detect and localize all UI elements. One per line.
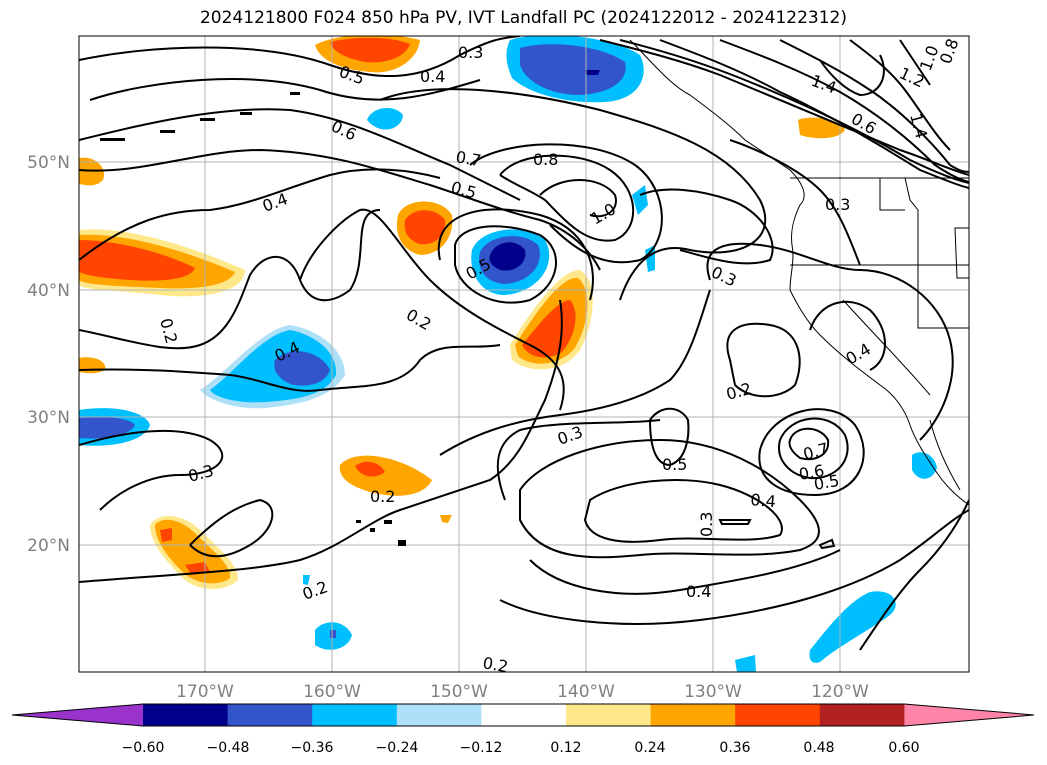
contour-label: 0.8 — [533, 150, 558, 169]
colorbar-swatch — [819, 704, 905, 726]
lon-label: 140°W — [557, 682, 615, 702]
lon-label: 170°W — [176, 682, 234, 702]
colorbar-tick-label: 0.36 — [719, 740, 750, 756]
colorbar-tick-label: −0.36 — [291, 740, 334, 756]
colorbar-tick-label: −0.12 — [460, 740, 503, 756]
colorbar-tick-label: −0.60 — [122, 740, 165, 756]
colorbar-swatch — [396, 704, 482, 726]
latitude-axis: 50°N 40°N 30°N 20°N — [27, 153, 70, 556]
contour-label: 0.5 — [812, 471, 840, 494]
colorbar-tick-label: −0.48 — [207, 740, 250, 756]
contour-label: 0.3 — [697, 512, 716, 537]
contour-label: 0.4 — [420, 67, 445, 86]
lat-label: 40°N — [27, 281, 70, 301]
colorbar-tick-label: −0.24 — [376, 740, 419, 756]
pv-contours — [79, 36, 969, 651]
contour-label: 0.4 — [686, 582, 711, 601]
map-title: 2024121800 F024 850 hPa PV, IVT Landfall… — [199, 8, 847, 28]
colorbar-extend-low — [12, 704, 143, 726]
contour-labels: 0.3 0.5 0.4 0.6 0.7 0.5 0.8 1.0 0.4 0.5 … — [156, 36, 962, 676]
colorbar-tick-label: 0.60 — [888, 740, 919, 756]
colorbar-swatch — [650, 704, 736, 726]
lon-label: 120°W — [811, 682, 869, 702]
lon-label: 130°W — [684, 682, 742, 702]
contour-label: 0.7 — [454, 147, 482, 170]
colorbar-swatch — [735, 704, 821, 726]
lat-label: 20°N — [27, 536, 70, 556]
contour-label: 0.2 — [370, 487, 395, 506]
contour-label: 0.2 — [481, 653, 509, 676]
colorbar-tick-label: 0.48 — [803, 740, 834, 756]
islands — [100, 92, 406, 546]
plot-frame — [78, 35, 970, 673]
shaded-ivt-pc — [79, 36, 937, 672]
contour-label: 0.3 — [825, 195, 850, 214]
colorbar-outline — [11, 703, 1035, 727]
colorbar-extend-high — [904, 704, 1034, 726]
contour-label: 0.5 — [662, 455, 687, 474]
contour-label: 0.3 — [458, 43, 483, 62]
lat-label: 50°N — [27, 153, 70, 173]
coastlines — [629, 39, 969, 506]
colorbar-tick-label: 0.12 — [550, 740, 581, 756]
contour-label: 0.6 — [797, 461, 825, 484]
colorbar-swatch — [227, 704, 313, 726]
longitude-axis: 170°W 160°W 150°W 140°W 130°W 120°W — [176, 682, 869, 702]
colorbar-swatch — [312, 704, 398, 726]
lon-label: 150°W — [430, 682, 488, 702]
colorbar-swatch — [566, 704, 652, 726]
lat-label: 30°N — [27, 408, 70, 428]
contour-label: 0.4 — [750, 490, 777, 511]
colorbar-tick-label: 0.24 — [634, 740, 665, 756]
lon-label: 160°W — [303, 682, 361, 702]
colorbar-ticks: −0.60 −0.48 −0.36 −0.24 −0.12 0.12 0.24 … — [122, 740, 920, 756]
colorbar — [11, 703, 1035, 727]
colorbar-swatch — [481, 704, 567, 726]
colorbar-swatch — [143, 704, 229, 726]
